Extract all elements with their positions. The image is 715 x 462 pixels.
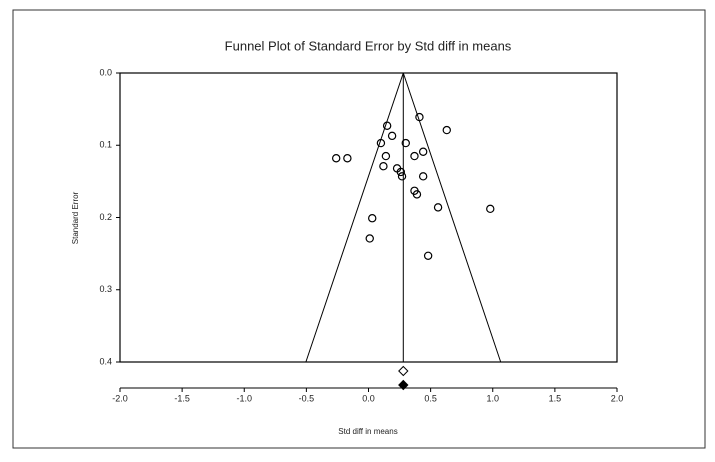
x-tick-label: -1.0 xyxy=(236,393,252,403)
y-tick-label: 0.3 xyxy=(99,284,112,294)
y-axis-label: Standard Error xyxy=(71,191,80,244)
x-tick-label: 1.0 xyxy=(486,393,499,403)
x-tick-label: 0.5 xyxy=(424,393,437,403)
x-axis-label: Std diff in means xyxy=(338,427,397,436)
x-tick-label: -2.0 xyxy=(112,393,128,403)
y-tick-label: 0.1 xyxy=(99,140,112,150)
x-tick-label: -1.5 xyxy=(174,393,190,403)
y-tick-label: 0.4 xyxy=(99,356,112,366)
frame xyxy=(13,10,705,448)
x-tick-label: 2.0 xyxy=(611,393,624,403)
y-tick-label: 0.0 xyxy=(99,67,112,77)
chart-title: Funnel Plot of Standard Error by Std dif… xyxy=(225,38,512,53)
y-tick-label: 0.2 xyxy=(99,212,112,222)
x-tick-label: 1.5 xyxy=(549,393,562,403)
x-tick-label: 0.0 xyxy=(362,393,375,403)
x-tick-label: -0.5 xyxy=(299,393,315,403)
chart: Funnel Plot of Standard Error by Std dif… xyxy=(0,0,715,457)
